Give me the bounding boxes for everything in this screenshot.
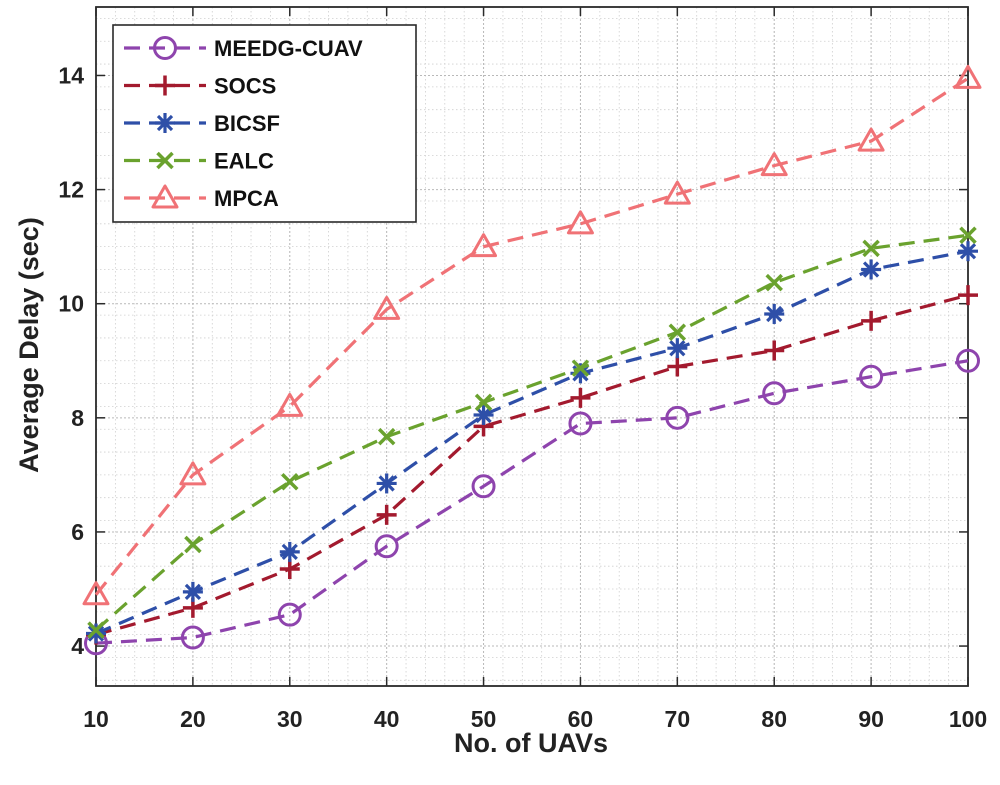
legend-label: BICSF (214, 111, 280, 136)
y-tick-label: 6 (71, 519, 84, 545)
y-tick-label: 8 (71, 405, 84, 431)
data-point (474, 393, 493, 412)
x-tick-label: 30 (277, 706, 303, 732)
data-point (665, 405, 690, 430)
x-tick-label: 10 (83, 706, 109, 732)
series-line (94, 233, 969, 632)
x-tick-label: 100 (949, 706, 987, 732)
data-point (862, 239, 880, 258)
x-axis-title: No. of UAVs (454, 728, 608, 758)
y-tick-label: 4 (71, 633, 84, 659)
series-line (95, 293, 969, 637)
series-layer (82, 64, 982, 656)
data-point (277, 602, 302, 627)
axis-ticks: 10 20 30 40 50 60 70 80 90 100 4 6 8 10 12 14 (58, 7, 987, 732)
data-point (470, 233, 498, 258)
data-point (959, 226, 977, 244)
data-point (179, 461, 207, 486)
data-point (667, 338, 688, 359)
series-bicsf (86, 241, 978, 644)
data-point (764, 340, 785, 361)
data-point (663, 180, 691, 205)
x-tick-label: 20 (180, 706, 206, 732)
legend-item: BICSF (124, 111, 280, 136)
data-point (180, 625, 205, 650)
legend-marker (155, 75, 175, 96)
data-point (857, 127, 885, 152)
data-point (762, 381, 787, 406)
data-point (182, 581, 203, 602)
legend-label: SOCS (214, 74, 276, 99)
y-tick-label: 12 (58, 177, 84, 203)
data-point (471, 474, 496, 499)
series-line (95, 359, 969, 645)
data-point (374, 534, 399, 559)
data-point (958, 285, 978, 306)
x-tick-label: 90 (858, 706, 884, 732)
data-point (276, 392, 304, 417)
data-point (82, 581, 110, 606)
data-point (760, 152, 788, 177)
data-point (566, 210, 594, 235)
data-point (570, 387, 591, 408)
data-point (667, 356, 688, 377)
data-point (376, 504, 397, 525)
x-tick-label: 80 (761, 706, 787, 732)
data-point (859, 364, 884, 389)
data-point (279, 541, 300, 562)
series-ealc (87, 226, 977, 639)
y-axis-title: Average Delay (sec) (14, 217, 44, 473)
data-point (568, 411, 593, 436)
legend-marker (151, 184, 179, 209)
data-point (668, 323, 687, 341)
legend-marker (155, 113, 175, 133)
y-tick-label: 14 (58, 62, 84, 88)
series-line (94, 76, 969, 596)
y-tick-label: 10 (58, 291, 84, 317)
x-tick-label: 40 (374, 706, 400, 732)
x-tick-label: 70 (665, 706, 691, 732)
data-point (279, 559, 300, 580)
x-tick-label: 60 (568, 706, 594, 732)
data-point (376, 473, 397, 494)
data-point (861, 259, 882, 280)
data-point (954, 64, 982, 89)
series-line (95, 249, 969, 635)
legend-item: EALC (124, 149, 274, 174)
data-point (958, 241, 978, 262)
legend-marker (153, 36, 177, 60)
data-point (861, 310, 882, 331)
series-socs (86, 285, 978, 645)
series-mpca (82, 64, 982, 606)
data-point (764, 303, 785, 324)
data-point (473, 404, 494, 425)
plot-frame (95, 6, 969, 687)
data-point (184, 535, 202, 554)
legend-label: MPCA (214, 186, 279, 211)
legend-item: SOCS (124, 74, 276, 99)
legend-label: MEEDG-CUAV (214, 36, 363, 61)
data-point (765, 273, 783, 292)
data-point (87, 621, 105, 639)
legend-item: MEEDG-CUAV (124, 36, 363, 61)
data-point (281, 472, 299, 491)
legend: MEEDG-CUAV SOCS BICSF EALC MPCA (112, 24, 417, 223)
data-point (377, 427, 396, 446)
legend-marker (156, 151, 174, 170)
data-point (571, 359, 590, 377)
data-point (956, 348, 980, 373)
legend-label: EALC (214, 149, 274, 174)
data-point (373, 295, 401, 320)
data-point (86, 623, 106, 644)
legend-item: MPCA (124, 184, 279, 211)
series-meedg-cuav (84, 348, 980, 656)
x-tick-label: 50 (471, 706, 497, 732)
